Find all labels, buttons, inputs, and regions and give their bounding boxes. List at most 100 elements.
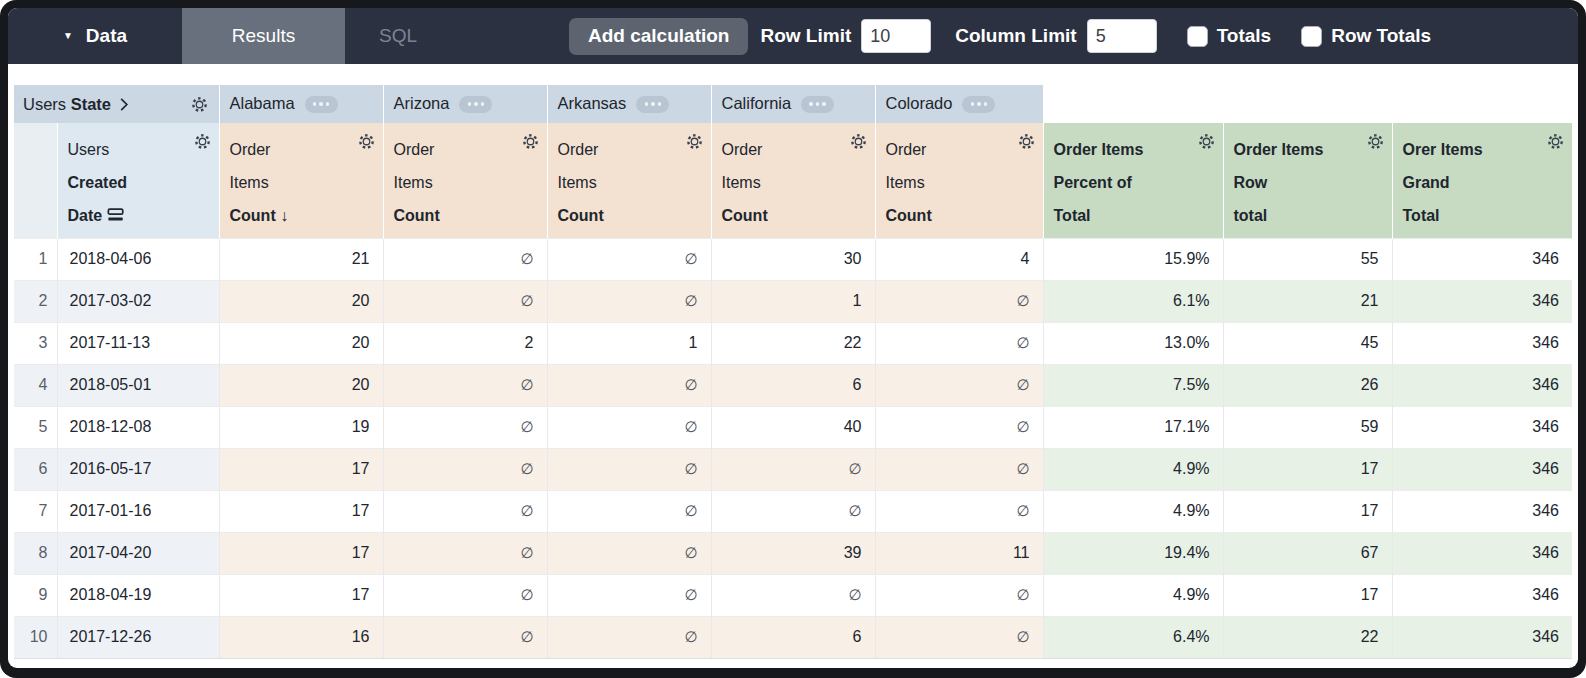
grand-total-cell[interactable]: 346 (1392, 490, 1572, 532)
grand-total-cell[interactable]: 346 (1392, 406, 1572, 448)
value-cell[interactable]: ∅ (383, 238, 547, 280)
chevron-right-icon[interactable] (119, 97, 129, 112)
ellipsis-menu-icon[interactable] (962, 96, 995, 113)
value-cell[interactable]: 1 (711, 280, 875, 322)
data-section-toggle[interactable]: ▼ Data (8, 8, 182, 64)
grand-total-cell[interactable]: 346 (1392, 238, 1572, 280)
measure-header-arizona[interactable]: OrderItemsCount (383, 123, 547, 238)
gear-icon[interactable] (1017, 132, 1036, 151)
percent-of-total-cell[interactable]: 15.9% (1043, 238, 1223, 280)
value-cell[interactable]: 2 (383, 322, 547, 364)
column-limit-input[interactable] (1087, 19, 1157, 53)
value-cell[interactable]: 6 (711, 364, 875, 406)
gear-icon[interactable] (849, 132, 868, 151)
grand-total-cell[interactable]: 346 (1392, 616, 1572, 658)
value-cell[interactable]: ∅ (875, 322, 1043, 364)
row-total-cell[interactable]: 26 (1223, 364, 1392, 406)
date-cell[interactable]: 2018-04-06 (57, 238, 219, 280)
tab-results[interactable]: Results (182, 8, 345, 64)
value-cell[interactable]: ∅ (875, 406, 1043, 448)
grand-total-cell[interactable]: 346 (1392, 364, 1572, 406)
calc-header-2[interactable]: Orer ItemsGrandTotal (1392, 123, 1572, 238)
row-totals-checkbox[interactable] (1301, 26, 1322, 47)
ellipsis-menu-icon[interactable] (459, 96, 492, 113)
value-cell[interactable]: ∅ (547, 238, 711, 280)
percent-of-total-cell[interactable]: 19.4% (1043, 532, 1223, 574)
grand-total-cell[interactable]: 346 (1392, 574, 1572, 616)
row-total-cell[interactable]: 17 (1223, 574, 1392, 616)
row-total-cell[interactable]: 55 (1223, 238, 1392, 280)
date-dimension-header[interactable]: Users Created Date (57, 123, 219, 238)
percent-of-total-cell[interactable]: 7.5% (1043, 364, 1223, 406)
grand-total-cell[interactable]: 346 (1392, 322, 1572, 364)
value-cell[interactable]: ∅ (875, 364, 1043, 406)
date-cell[interactable]: 2018-12-08 (57, 406, 219, 448)
value-cell[interactable]: ∅ (547, 448, 711, 490)
value-cell[interactable]: ∅ (547, 490, 711, 532)
row-total-cell[interactable]: 59 (1223, 406, 1392, 448)
value-cell[interactable]: 4 (875, 238, 1043, 280)
value-cell[interactable]: 22 (711, 322, 875, 364)
value-cell[interactable]: ∅ (875, 574, 1043, 616)
value-cell[interactable]: 17 (219, 448, 383, 490)
percent-of-total-cell[interactable]: 4.9% (1043, 448, 1223, 490)
measure-header-california[interactable]: OrderItemsCount (711, 123, 875, 238)
date-cell[interactable]: 2017-03-02 (57, 280, 219, 322)
date-cell[interactable]: 2017-11-13 (57, 322, 219, 364)
gear-icon[interactable] (1197, 132, 1216, 151)
value-cell[interactable]: 17 (219, 490, 383, 532)
gear-icon[interactable] (685, 132, 704, 151)
ellipsis-menu-icon[interactable] (636, 96, 669, 113)
value-cell[interactable]: ∅ (383, 574, 547, 616)
date-cell[interactable]: 2017-01-16 (57, 490, 219, 532)
value-cell[interactable]: ∅ (547, 616, 711, 658)
gear-icon[interactable] (190, 95, 209, 114)
percent-of-total-cell[interactable]: 4.9% (1043, 574, 1223, 616)
value-cell[interactable]: ∅ (547, 280, 711, 322)
row-total-cell[interactable]: 45 (1223, 322, 1392, 364)
value-cell[interactable]: 16 (219, 616, 383, 658)
value-cell[interactable]: 39 (711, 532, 875, 574)
gear-icon[interactable] (521, 132, 540, 151)
calc-header-0[interactable]: Order ItemsPercent ofTotal (1043, 123, 1223, 238)
row-total-cell[interactable]: 67 (1223, 532, 1392, 574)
percent-of-total-cell[interactable]: 17.1% (1043, 406, 1223, 448)
ellipsis-menu-icon[interactable] (305, 96, 338, 113)
value-cell[interactable]: ∅ (711, 448, 875, 490)
measure-header-colorado[interactable]: OrderItemsCount (875, 123, 1043, 238)
gear-icon[interactable] (357, 132, 376, 151)
gear-icon[interactable] (193, 132, 212, 151)
grand-total-cell[interactable]: 346 (1392, 280, 1572, 322)
value-cell[interactable]: ∅ (383, 532, 547, 574)
value-cell[interactable]: ∅ (547, 574, 711, 616)
add-calculation-button[interactable]: Add calculation (569, 18, 748, 55)
value-cell[interactable]: ∅ (875, 280, 1043, 322)
value-cell[interactable]: ∅ (547, 532, 711, 574)
value-cell[interactable]: ∅ (383, 490, 547, 532)
value-cell[interactable]: 11 (875, 532, 1043, 574)
gear-icon[interactable] (1546, 132, 1565, 151)
row-total-cell[interactable]: 22 (1223, 616, 1392, 658)
value-cell[interactable]: 20 (219, 322, 383, 364)
value-cell[interactable]: ∅ (711, 574, 875, 616)
row-total-cell[interactable]: 17 (1223, 490, 1392, 532)
value-cell[interactable]: ∅ (875, 490, 1043, 532)
value-cell[interactable]: 1 (547, 322, 711, 364)
date-cell[interactable]: 2017-04-20 (57, 532, 219, 574)
date-cell[interactable]: 2017-12-26 (57, 616, 219, 658)
value-cell[interactable]: ∅ (383, 280, 547, 322)
tab-sql[interactable]: SQL (345, 8, 451, 64)
value-cell[interactable]: 19 (219, 406, 383, 448)
measure-header-arkansas[interactable]: OrderItemsCount (547, 123, 711, 238)
value-cell[interactable]: ∅ (875, 616, 1043, 658)
value-cell[interactable]: 30 (711, 238, 875, 280)
date-cell[interactable]: 2018-05-01 (57, 364, 219, 406)
grand-total-cell[interactable]: 346 (1392, 448, 1572, 490)
percent-of-total-cell[interactable]: 6.1% (1043, 280, 1223, 322)
calc-header-1[interactable]: Order ItemsRowtotal (1223, 123, 1392, 238)
value-cell[interactable]: 17 (219, 574, 383, 616)
value-cell[interactable]: 6 (711, 616, 875, 658)
value-cell[interactable]: ∅ (383, 406, 547, 448)
value-cell[interactable]: ∅ (383, 364, 547, 406)
value-cell[interactable]: 20 (219, 364, 383, 406)
